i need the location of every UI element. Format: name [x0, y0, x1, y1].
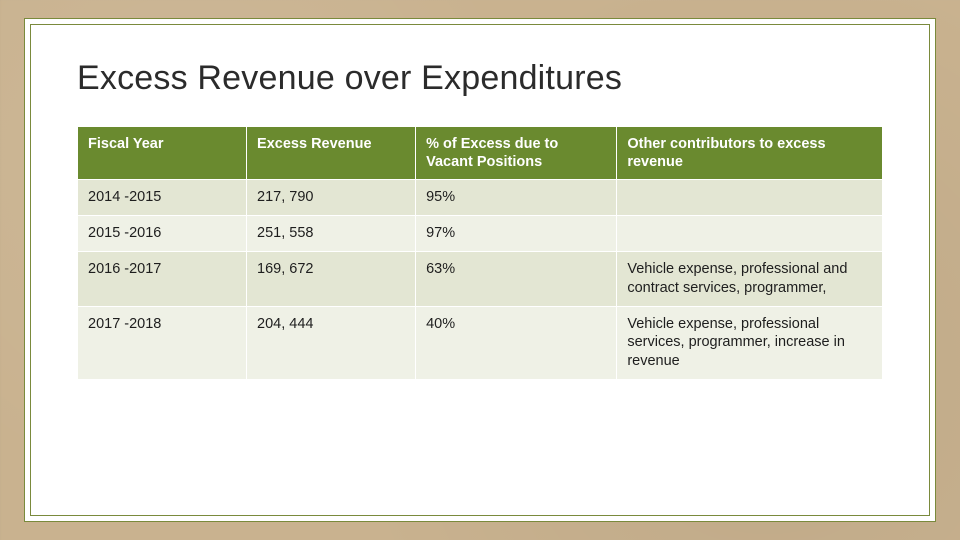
cell-revenue: 204, 444: [247, 306, 416, 380]
cell-year: 2015 -2016: [78, 216, 247, 252]
cell-revenue: 217, 790: [247, 180, 416, 216]
table-header-row: Fiscal Year Excess Revenue % of Excess d…: [78, 127, 883, 180]
table-row: 2017 -2018 204, 444 40% Vehicle expense,…: [78, 306, 883, 380]
table-row: 2014 -2015 217, 790 95%: [78, 180, 883, 216]
table-row: 2016 -2017 169, 672 63% Vehicle expense,…: [78, 251, 883, 306]
cell-year: 2017 -2018: [78, 306, 247, 380]
cell-pct: 63%: [416, 251, 617, 306]
cell-other: Vehicle expense, professional services, …: [617, 306, 883, 380]
slide-frame: Excess Revenue over Expenditures Fiscal …: [24, 18, 936, 522]
revenue-table: Fiscal Year Excess Revenue % of Excess d…: [77, 126, 883, 380]
col-pct-excess-vacant: % of Excess due to Vacant Positions: [416, 127, 617, 180]
col-other-contributors: Other contributors to excess revenue: [617, 127, 883, 180]
cell-pct: 95%: [416, 180, 617, 216]
table-row: 2015 -2016 251, 558 97%: [78, 216, 883, 252]
cell-pct: 97%: [416, 216, 617, 252]
cell-other: [617, 180, 883, 216]
cell-revenue: 251, 558: [247, 216, 416, 252]
col-fiscal-year: Fiscal Year: [78, 127, 247, 180]
slide-title: Excess Revenue over Expenditures: [77, 59, 883, 98]
cell-year: 2016 -2017: [78, 251, 247, 306]
cell-year: 2014 -2015: [78, 180, 247, 216]
cell-pct: 40%: [416, 306, 617, 380]
col-excess-revenue: Excess Revenue: [247, 127, 416, 180]
cell-revenue: 169, 672: [247, 251, 416, 306]
cell-other: Vehicle expense, professional and contra…: [617, 251, 883, 306]
cell-other: [617, 216, 883, 252]
